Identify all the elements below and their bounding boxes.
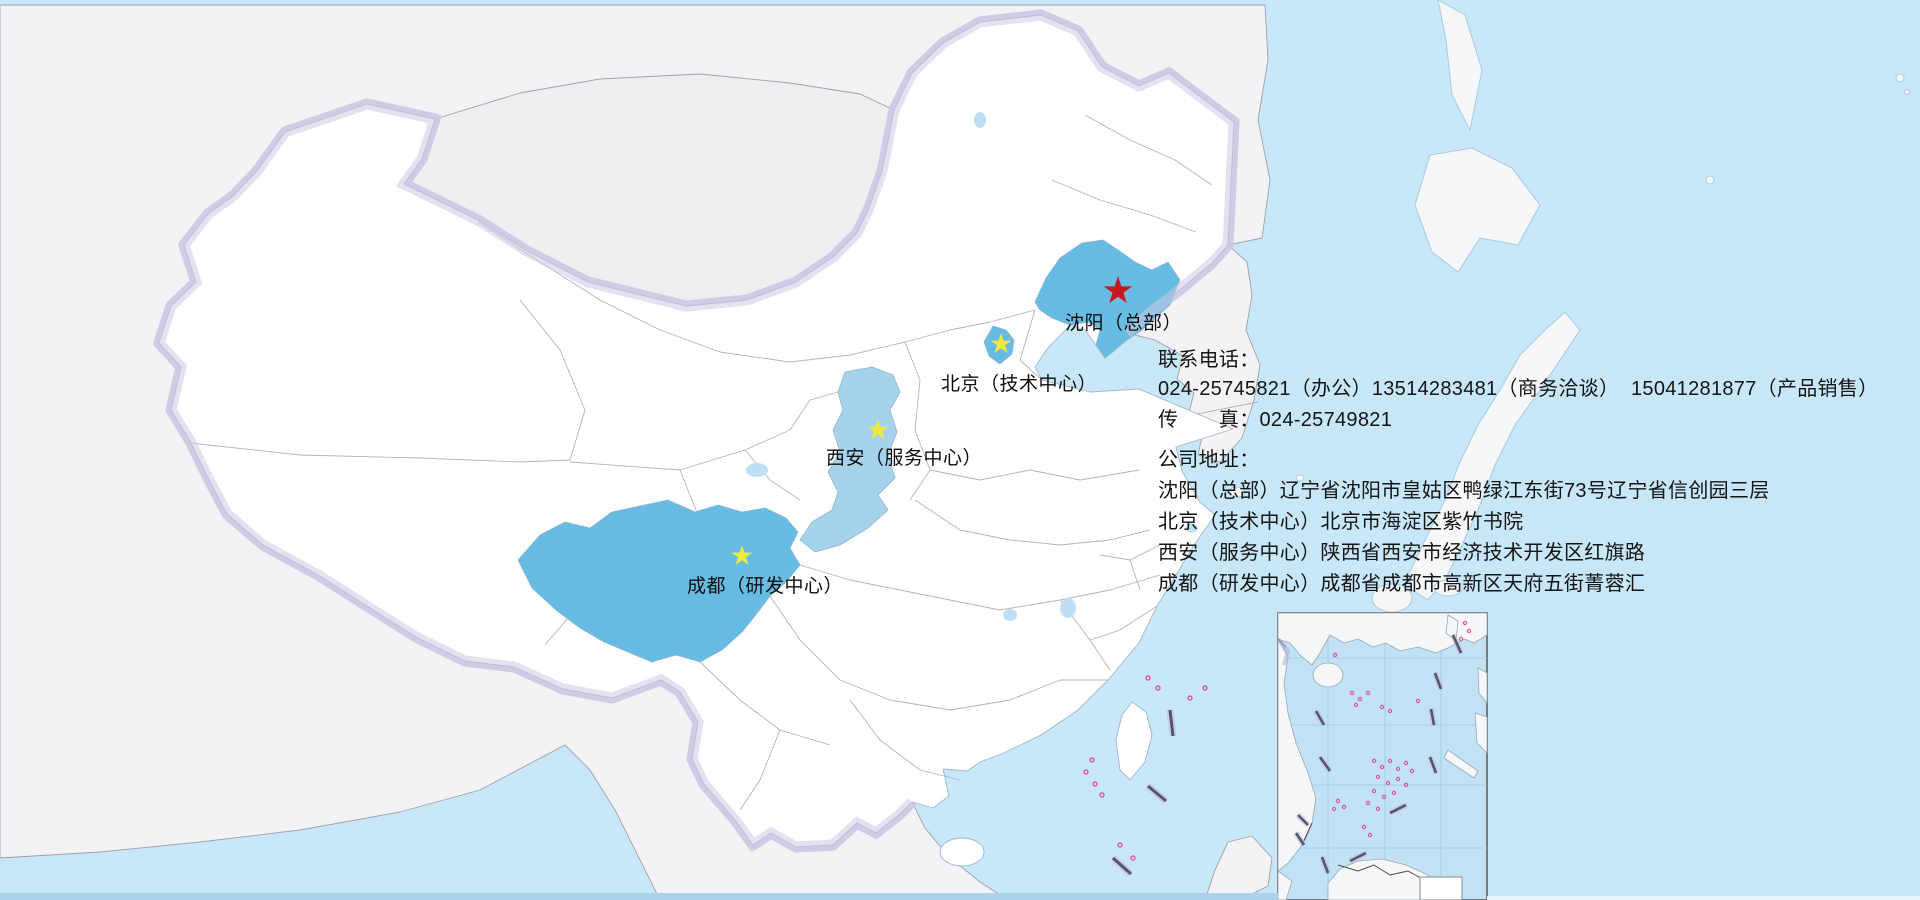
address-heading: 公司地址：: [1158, 449, 1260, 471]
beijing-label: 北京（技术中心）: [941, 374, 1098, 395]
shenyang-hq-star: [1103, 276, 1133, 304]
inset-vietnam: [1277, 637, 1317, 872]
xian-star: [867, 419, 889, 439]
xian-label: 西安（服务中心）: [826, 448, 983, 469]
shikoku: [1433, 579, 1463, 597]
inset-china-border-glow: [1276, 637, 1291, 666]
shenyang-label: 沈阳（总部）: [1065, 313, 1183, 334]
province-shaanxi: [799, 366, 901, 553]
phone-heading: 联系电话：: [1158, 349, 1260, 371]
address-shenyang: 沈阳（总部）辽宁省沈阳市皇姑区鸭绿江东街73号辽宁省信创园三层: [1158, 480, 1770, 502]
chengdu-label: 成都（研发中心）: [687, 576, 844, 597]
phone-numbers: 024-25745821（办公）13514283481（商务洽谈） 150412…: [1158, 378, 1879, 400]
bottom-band-right: [1487, 896, 1920, 900]
inset-islets: [1331, 620, 1472, 838]
province-sichuan: [517, 499, 801, 663]
japan-islands: [1228, 0, 1910, 613]
address-xian: 西安（服务中心）陕西省西安市经济技术开发区红旗路: [1158, 542, 1646, 564]
jeju-island: [1228, 486, 1246, 498]
taiwan-island: [1115, 701, 1153, 781]
inset-corner-box: [1419, 876, 1463, 900]
address-beijing: 北京（技术中心）北京市海淀区紫竹书院: [1158, 511, 1524, 533]
highlighted-provinces: [517, 239, 1181, 663]
inset-palawan: [1443, 749, 1479, 779]
chengdu-star: [731, 545, 753, 565]
inset-grid: [1278, 613, 1487, 900]
inset-nine-dash-line: [1293, 633, 1464, 875]
bottom-band-left: [0, 893, 1278, 900]
sakhalin: [1437, 0, 1483, 132]
address-chengdu: 成都（研发中心）成都省成都市高新区天府五街菁蓉汇: [1158, 573, 1646, 595]
province-liaoning: [1034, 239, 1181, 359]
pink-islets: [1083, 675, 1208, 861]
inset-land: [1277, 612, 1488, 900]
hainan-island: [939, 837, 985, 867]
inset-hainan: [1312, 662, 1344, 688]
south-china-sea-inset: [1276, 612, 1488, 900]
hokkaido: [1414, 147, 1541, 273]
city-markers: [731, 276, 1133, 565]
nine-dash-line-main: [1110, 709, 1177, 877]
taiwan-hainan: [939, 701, 1153, 867]
fax-number: 传 真：024-25749821: [1158, 409, 1393, 431]
beijing-star: [990, 333, 1012, 353]
lakes: [746, 112, 1198, 621]
honshu: [1407, 311, 1581, 601]
